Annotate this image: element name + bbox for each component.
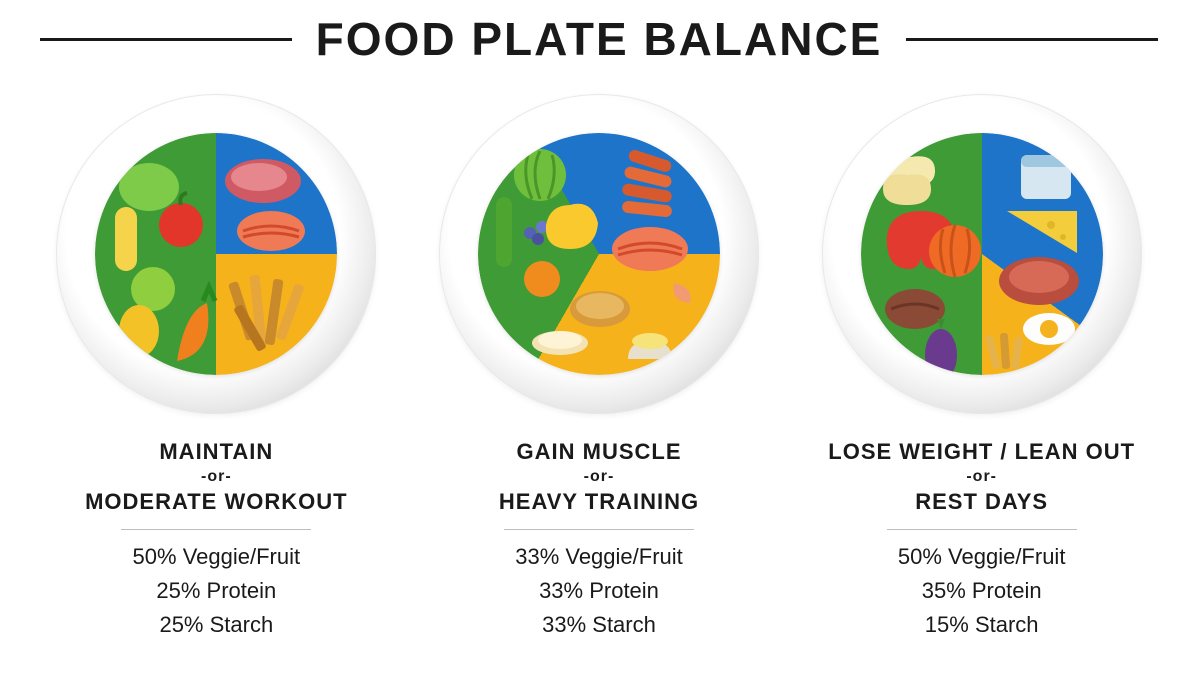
- breakdown-line: 50% Veggie/Fruit: [828, 540, 1135, 574]
- tomato-icon: [159, 203, 203, 247]
- label-lose: LOSE WEIGHT / LEAN OUT -or- REST DAYS 50…: [828, 438, 1135, 642]
- breakdown-line: 35% Protein: [828, 574, 1135, 608]
- plate-title-line1: MAINTAIN: [85, 438, 347, 466]
- apple-icon: [131, 267, 175, 311]
- header-rule-right: [906, 38, 1158, 41]
- orange-icon: [524, 261, 560, 297]
- pasta-icon: [985, 333, 1023, 370]
- plate-maintain: [56, 94, 376, 414]
- shrimp-icon: [673, 283, 690, 303]
- bell-pepper-icon: [546, 204, 598, 249]
- plate-inner-gain: [478, 133, 720, 375]
- plate-col-gain: GAIN MUSCLE -or- HEAVY TRAINING 33% Vegg…: [413, 94, 786, 642]
- breakdown-line: 33% Starch: [499, 608, 699, 642]
- plate-col-maintain: MAINTAIN -or- MODERATE WORKOUT 50% Veggi…: [30, 94, 403, 642]
- plate-inner-maintain: [95, 133, 337, 375]
- or-text: -or-: [499, 468, 699, 486]
- pear-icon: [119, 305, 159, 357]
- breakdown-line: 15% Starch: [828, 608, 1135, 642]
- header-rule-left: [40, 38, 292, 41]
- plate-title-line1: GAIN MUSCLE: [499, 438, 699, 466]
- plate-title-line2: MODERATE WORKOUT: [85, 488, 347, 516]
- label-maintain: MAINTAIN -or- MODERATE WORKOUT 50% Veggi…: [85, 438, 347, 642]
- plate-title-line1: LOSE WEIGHT / LEAN OUT: [828, 438, 1135, 466]
- plate-col-lose: LOSE WEIGHT / LEAN OUT -or- REST DAYS 50…: [795, 94, 1168, 642]
- plates-row: MAINTAIN -or- MODERATE WORKOUT 50% Veggi…: [0, 66, 1198, 642]
- plate-title-line2: REST DAYS: [828, 488, 1135, 516]
- breakdown-line: 33% Protein: [499, 574, 699, 608]
- cheese-icon: [1007, 211, 1077, 253]
- foods-gain-icon: [478, 133, 720, 375]
- plate-title-line2: HEAVY TRAINING: [499, 488, 699, 516]
- eggplant-icon: [925, 329, 957, 375]
- pumpkin-icon: [929, 225, 981, 277]
- foods-lose-icon: [861, 133, 1103, 375]
- breakdown-line: 50% Veggie/Fruit: [85, 540, 347, 574]
- fries-icon: [228, 275, 305, 352]
- plate-lose: [822, 94, 1142, 414]
- foods-maintain-icon: [95, 133, 337, 375]
- page-title: FOOD PLATE BALANCE: [292, 12, 907, 66]
- breakdown-line: 25% Starch: [85, 608, 347, 642]
- breakdown-line: 33% Veggie/Fruit: [499, 540, 699, 574]
- header: FOOD PLATE BALANCE: [0, 0, 1198, 66]
- or-text: -or-: [85, 468, 347, 486]
- plate-inner-lose: [861, 133, 1103, 375]
- plate-gain: [439, 94, 759, 414]
- or-text: -or-: [828, 468, 1135, 486]
- label-gain: GAIN MUSCLE -or- HEAVY TRAINING 33% Vegg…: [499, 438, 699, 642]
- lettuce-icon: [119, 163, 179, 211]
- carrot-icon: [177, 303, 208, 361]
- cabbage-icon: [514, 149, 566, 201]
- divider: [504, 529, 694, 530]
- grapes-icon: [532, 233, 544, 245]
- breakdown-line: 25% Protein: [85, 574, 347, 608]
- corn-icon: [115, 207, 137, 271]
- divider: [887, 529, 1077, 530]
- cucumber-icon: [496, 197, 512, 267]
- divider: [121, 529, 311, 530]
- sausages-icon: [621, 148, 672, 217]
